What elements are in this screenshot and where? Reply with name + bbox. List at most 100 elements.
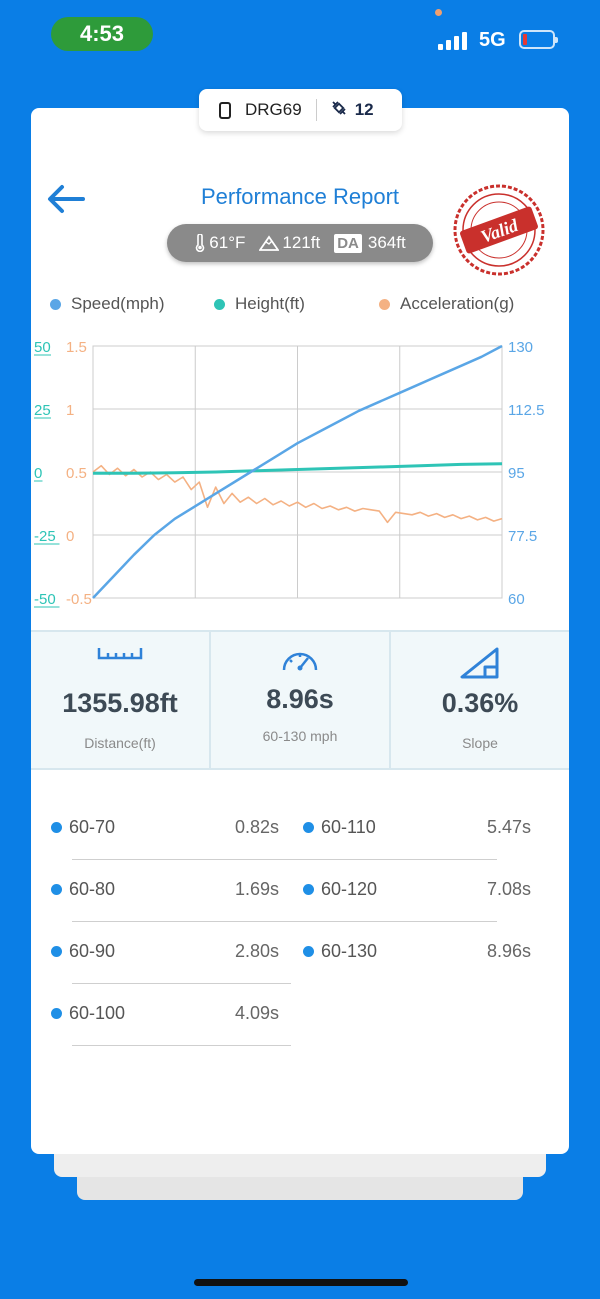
slope-icon [460,647,499,679]
legend-label-height: Height(ft) [235,294,305,313]
stat-distance-label: Distance(ft) [84,735,156,751]
stat-time-value: 8.96s [266,684,334,714]
density-altitude-value: 364ft [367,233,406,252]
split-time: 2.80s [234,941,279,961]
split-divider [266,859,497,860]
temperature: 61°F [194,233,245,253]
split-time: 5.47s [486,817,531,837]
legend-dot-acceleration [379,298,390,310]
stat-slope-value: 0.36% [441,688,519,718]
network-label: 5G [479,29,506,51]
split-row: 60-100 4.09s [31,984,291,1046]
divider [315,99,317,121]
series-line-height [93,462,503,475]
legend-dot-speed [50,298,61,310]
stat-slope-label: Slope [462,735,498,751]
split-range: 60-90 [69,941,116,961]
home-indicator[interactable] [194,1279,408,1286]
legend-item-speed[interactable]: Speed(mph) [50,294,165,314]
split-range: 60-70 [69,817,116,837]
thermometer-icon [196,234,205,252]
height-tick-label: 25 [34,402,51,419]
height-tick-label: 0 [34,465,42,482]
split-dot [51,1008,62,1019]
split-range: 60-110 [321,817,376,837]
da-badge: DA [334,233,362,253]
split-dot [303,946,314,957]
legend-item-height[interactable]: Height(ft) [214,294,305,314]
density-altitude: DA 364ft [334,233,406,253]
split-row: 60-120 7.08s [266,860,541,922]
satellite-count: 12 [354,100,374,119]
split-row: 60-130 8.96s [283,922,541,984]
split-dot [51,822,62,833]
split-range: 60-80 [69,879,116,899]
split-divider [72,1045,291,1046]
performance-chart[interactable]: 50 25 0 -25 -50 1.5 1 0.5 0 -0.5 130 112.5 95 77.5 60 [31,334,569,610]
split-row: 60-110 5.47s [266,798,541,860]
legend-dot-height [214,298,225,310]
device-pill[interactable]: DRG69 12 [199,89,402,131]
battery-icon [519,30,558,49]
split-divider [266,921,497,922]
valid-stamp: Valid [453,184,545,276]
stat-distance: 1355.98ft Distance(ft) [31,632,209,768]
mountain-icon [259,235,280,251]
report-card: Performance Report 61°F 121ft DA 364ft V… [31,108,569,1154]
split-dot [303,822,314,833]
stat-slope: 0.36% Slope [389,632,569,768]
stat-time: 8.96s 60-130 mph [209,632,389,768]
split-divider [72,983,291,984]
device-icon [219,101,231,119]
split-dot [51,946,62,957]
accel-tick-label: -0.5 [66,591,92,608]
split-dot [303,884,314,895]
split-row: 60-80 1.69s [31,860,291,922]
split-divider [72,859,291,860]
split-row: 60-90 2.80s [31,922,291,984]
split-row: 60-70 0.82s [31,798,291,860]
elevation: 121ft [259,233,320,253]
legend-label-acceleration: Acceleration(g) [400,294,515,313]
legend-item-acceleration[interactable]: Acceleration(g) [379,294,514,314]
status-indicator-dot [435,9,442,16]
back-arrow-icon[interactable] [45,184,87,214]
height-tick-label: 50 [34,339,51,356]
satellite-icon [331,100,347,121]
split-divider [72,921,291,922]
speed-tick-label: 130 [508,339,533,356]
series-line-speed [92,344,503,599]
signal-icon [438,30,468,50]
device-name: DRG69 [245,100,302,119]
temperature-value: 61°F [209,233,246,252]
split-time: 8.96s [486,941,531,961]
conditions-pill: 61°F 121ft DA 364ft [167,224,433,262]
accel-tick-label: 1.5 [66,339,87,356]
split-range: 60-100 [69,1003,126,1023]
legend-label-speed: Speed(mph) [71,294,165,313]
stat-time-label: 60-130 mph [262,728,338,744]
page-title: Performance Report [200,184,400,209]
accel-tick-label: 1 [66,402,74,419]
split-time: 7.08s [486,879,531,899]
status-time: 4:53 [51,17,153,51]
split-range: 60-130 [321,941,378,961]
stats-panel: 1355.98ft Distance(ft) 8.96s 60-130 mph … [31,630,569,770]
series-line-accel [92,464,503,524]
split-range: 60-120 [321,879,378,899]
speedometer-icon [282,652,318,671]
speed-tick-label: 112.5 [508,402,544,419]
split-time: 1.69s [234,879,279,899]
speed-tick-label: 77.5 [508,528,537,545]
accel-tick-label: 0.5 [66,465,87,482]
accel-tick-label: 0 [66,528,74,545]
speed-tick-label: 95 [508,465,525,482]
height-tick-label: -50 [34,591,56,608]
split-dot [51,884,62,895]
elevation-value: 121ft [282,233,321,252]
ruler-icon [97,648,143,660]
speed-tick-label: 60 [508,591,525,608]
split-time: 0.82s [234,817,279,837]
stat-distance-value: 1355.98ft [62,688,178,718]
height-tick-label: -25 [34,528,56,545]
